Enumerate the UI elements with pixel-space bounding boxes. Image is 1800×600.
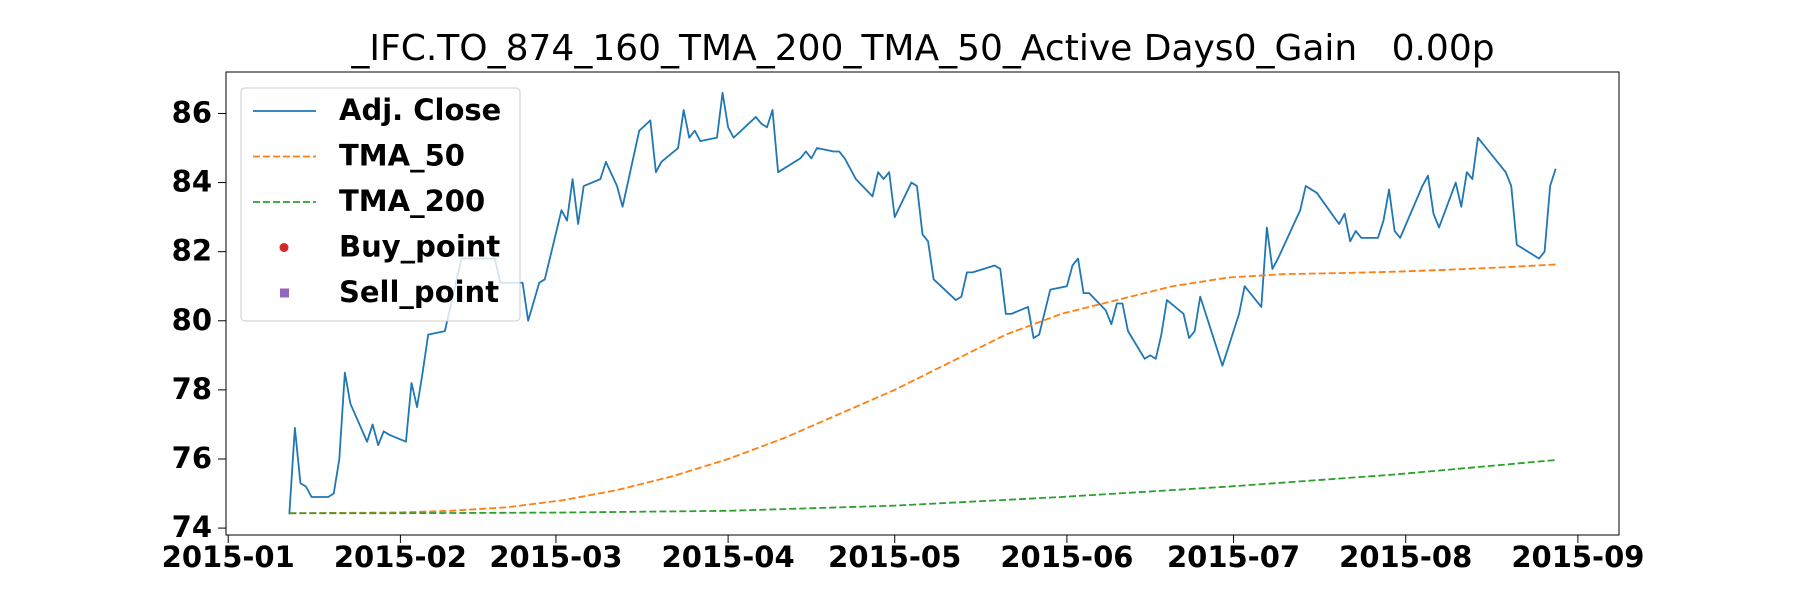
legend-label: Buy_point	[339, 230, 500, 264]
legend-label: TMA_200	[339, 184, 485, 218]
legend: Adj. Close TMA_50 TMA_200 Buy_point Sell_poi…	[240, 87, 521, 322]
chart-title: _IFC.TO_874_160_TMA_200_TMA_50_Active Da…	[350, 28, 1494, 69]
legend-label: Adj. Close	[339, 93, 501, 127]
plot-frame	[225, 71, 1620, 536]
y-tick-label: 84	[172, 165, 212, 199]
x-tick-label: 2015-08	[1339, 540, 1472, 574]
x-tick-label: 2015-09	[1511, 540, 1644, 574]
legend-marker	[280, 288, 289, 298]
y-tick-label: 80	[172, 303, 212, 337]
x-tick-label: 2015-04	[662, 540, 795, 574]
series-line	[289, 263, 1556, 515]
legend-box	[240, 87, 521, 322]
series-line	[289, 459, 1556, 515]
y-tick-label: 76	[172, 441, 212, 475]
y-tick-label: 78	[172, 372, 212, 406]
x-tick-label: 2015-01	[162, 540, 295, 574]
legend-label: TMA_50	[339, 139, 465, 173]
legend-marker	[279, 243, 289, 252]
x-tick-label: 2015-07	[1167, 540, 1300, 574]
y-tick-label: 82	[172, 234, 212, 268]
y-tick-label: 74	[172, 510, 212, 544]
x-tick-label: 2015-02	[334, 540, 467, 574]
x-tick-label: 2015-05	[828, 540, 961, 574]
x-tick-label: 2015-03	[489, 540, 622, 574]
y-tick-label: 86	[172, 95, 212, 129]
legend-label: Sell_point	[339, 275, 499, 309]
x-tick-label: 2015-06	[1000, 540, 1133, 574]
